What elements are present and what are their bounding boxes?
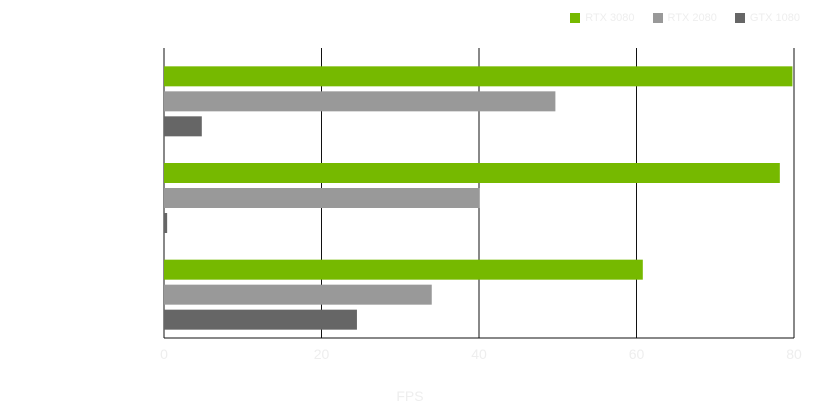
legend-label-2: GTX 1080 [749, 12, 800, 24]
bar-1-gtx-1080 [164, 213, 168, 233]
bar-1-rtx-3080 [164, 163, 780, 183]
x-tick-label-2: 40 [471, 346, 487, 362]
bar-2-gtx-1080 [164, 309, 357, 330]
bar-0-gtx-1080 [164, 116, 202, 137]
legend-swatch-2 [734, 13, 745, 23]
bar-2-rtx-3080 [164, 259, 643, 280]
x-axis-title: FPS [396, 388, 424, 404]
bar-2-rtx-2080 [164, 284, 432, 305]
x-tick-label-3: 60 [629, 346, 645, 362]
legend-swatch-1 [652, 13, 663, 23]
legend-swatch-0 [570, 13, 581, 23]
x-tick-label-1: 20 [314, 346, 330, 362]
legend-label-1: RTX 2080 [667, 12, 717, 24]
legend-label-0: RTX 3080 [585, 12, 635, 24]
legend: RTX 3080 RTX 2080 GTX 1080 [570, 12, 800, 24]
bar-0-rtx-3080 [164, 66, 793, 87]
legend-item-1: RTX 2080 [652, 12, 717, 24]
bar-0-rtx-2080 [164, 91, 556, 112]
x-tick-label-0: 0 [160, 346, 168, 362]
bar-1-rtx-2080 [164, 188, 480, 208]
x-tick-label-4: 80 [786, 346, 802, 362]
legend-item-2: GTX 1080 [734, 12, 800, 24]
legend-item-0: RTX 3080 [570, 12, 635, 24]
